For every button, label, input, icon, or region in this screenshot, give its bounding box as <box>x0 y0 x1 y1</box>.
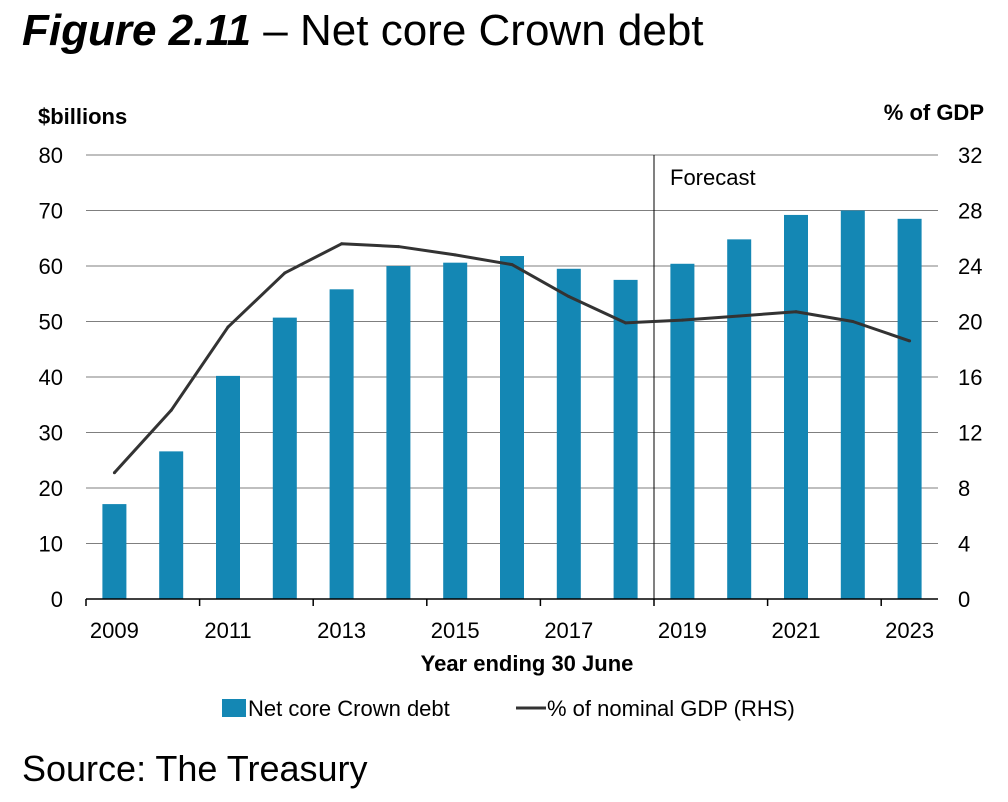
y-tick-label: 20 <box>39 476 63 501</box>
x-axis-title: Year ending 30 June <box>421 651 634 676</box>
legend-label-bar: Net core Crown debt <box>248 696 450 721</box>
line-point <box>169 408 173 412</box>
line-point <box>794 310 798 314</box>
x-tick-label: 2019 <box>658 618 707 643</box>
line-point <box>567 295 571 299</box>
bar <box>329 289 354 599</box>
x-tick-label: 2015 <box>431 618 480 643</box>
line-point <box>908 339 912 343</box>
y2-tick-label: 32 <box>958 143 982 168</box>
bar <box>613 279 638 599</box>
y2-tick-label: 8 <box>958 476 970 501</box>
bar <box>840 210 865 599</box>
y2-tick-label: 28 <box>958 199 982 224</box>
x-tick-label: 2013 <box>317 618 366 643</box>
chart: Forecast 2009 2011 2013 2015 2017 2019 2021 202… <box>38 100 984 721</box>
figure-title: Figure 2.11 – Net core Crown debt <box>22 6 704 56</box>
x-tick-label: 2021 <box>772 618 821 643</box>
line-point <box>112 471 116 475</box>
line-point <box>680 318 684 322</box>
forecast-label: Forecast <box>670 165 756 190</box>
y-tick-label: 80 <box>39 143 63 168</box>
bar <box>386 266 411 599</box>
y-tick-label: 10 <box>39 532 63 557</box>
line-point <box>510 263 514 267</box>
bar <box>670 263 695 599</box>
bar <box>727 239 752 600</box>
x-tick-label: 2011 <box>204 618 251 643</box>
x-tick-label: 2023 <box>885 618 934 643</box>
bar <box>272 317 297 599</box>
bar-series <box>102 210 922 600</box>
bar <box>556 268 581 599</box>
y-tick-label: 70 <box>39 199 63 224</box>
source-note: Source: The Treasury <box>22 748 368 789</box>
bar <box>784 214 808 599</box>
axes: 2009 2011 2013 2015 2017 2019 2021 2023 Year end… <box>38 100 984 676</box>
legend-label-line: % of nominal GDP (RHS) <box>547 696 795 721</box>
y2-tick-label: 24 <box>958 254 982 279</box>
line-point <box>737 314 741 318</box>
line-point <box>453 253 457 257</box>
y-axis-title: $billions <box>38 104 127 129</box>
forecast-divider: Forecast <box>653 155 756 599</box>
legend: Net core Crown debt % of nominal GDP (RHS… <box>222 696 795 721</box>
figure-separator: – <box>263 6 288 55</box>
y-tick-label: 60 <box>39 254 63 279</box>
bar <box>443 262 468 599</box>
line-point <box>340 242 344 246</box>
y-tick-label: 40 <box>39 365 63 390</box>
figure-title-text: Net core Crown debt <box>300 6 704 55</box>
line-point <box>283 271 287 275</box>
bar <box>102 504 127 599</box>
y-tick-label: 30 <box>39 421 63 446</box>
x-tick-label: 2009 <box>90 618 139 643</box>
bar <box>500 256 524 599</box>
line-point <box>851 320 855 323</box>
line-point <box>396 245 400 249</box>
y2-axis-title: % of GDP <box>884 100 984 125</box>
y-tick-label: 0 <box>51 587 63 612</box>
y2-tick-label: 20 <box>958 310 982 335</box>
y2-tick-label: 12 <box>958 421 982 446</box>
y2-tick-label: 4 <box>958 532 970 557</box>
line-series <box>112 242 912 475</box>
bar <box>159 451 184 599</box>
line-point <box>226 325 230 329</box>
x-tick-label: 2017 <box>544 618 593 643</box>
y2-tick-label: 0 <box>958 587 970 612</box>
figure-number: Figure 2.11 <box>22 6 252 55</box>
legend-swatch-bar <box>222 699 246 717</box>
y2-tick-label: 16 <box>958 365 982 390</box>
bar <box>897 218 922 599</box>
bar <box>216 375 240 599</box>
y-tick-label: 50 <box>39 310 63 335</box>
line-point <box>624 321 628 325</box>
